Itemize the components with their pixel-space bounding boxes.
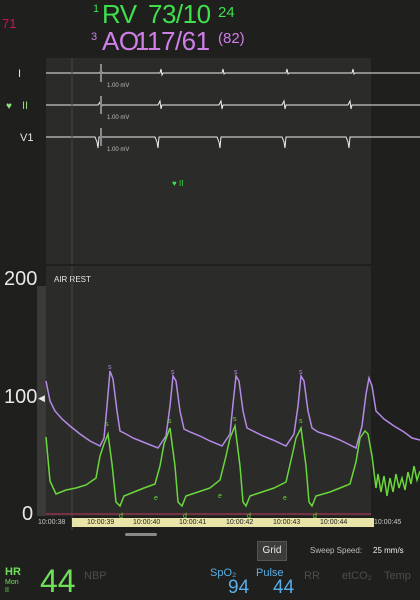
hr-label: HR [5,566,21,578]
time-bar [72,518,374,527]
ecg-trace-i [46,67,420,77]
lead-v1-label: V1 [20,132,34,144]
scroll-handle[interactable] [125,533,157,536]
pressure-waveforms: s s s s s s s s e e e d d d d [45,266,420,530]
time-label-0: 10:00:38 [38,519,66,526]
spo2-value[interactable]: 94 [228,577,250,598]
hr-value[interactable]: 44 [40,563,76,599]
ao-pressure-trace [45,370,420,450]
ao-peak-label-4: s [299,369,303,376]
channel-ao-value: 117/61 [135,26,210,56]
ao-peak-label-3: s [234,369,238,376]
grid-button[interactable]: Grid [257,541,287,561]
channel-rv-number: 1 [93,3,100,15]
pulse-value[interactable]: 44 [273,577,295,598]
pressure-panel [46,266,371,516]
channel-ao-number: 3 [91,31,98,43]
rv-edge-label-2: e [218,493,222,500]
pressure-scale-bar [37,286,46,516]
channel-rv-mean: 24 [218,4,235,21]
etco2-label[interactable]: etCO₂ [342,570,372,582]
ecg-trace-v1 [46,136,420,149]
lead-v1-scale: 1.00 mV [107,147,130,153]
ecg-trace-ii [46,99,420,110]
vitals-bar: HR Mon II 44 NBP SpO₂ 94 Pulse 44 RR etC… [0,563,420,600]
nbp-label[interactable]: NBP [84,570,107,582]
lead-i-scale: 1.00 mV [107,83,130,89]
rv-end-label-4: d [313,513,317,520]
time-label-5: 10:00:43 [273,519,301,526]
rv-peak-label-1: s [105,421,109,428]
temp-label[interactable]: Temp [384,570,411,582]
time-label-3: 10:00:41 [179,519,207,526]
rv-peak-label-4: s [299,418,303,425]
pressure-section: 200 100 0 ◀ AIR REST s s s s s s s s e [0,266,420,530]
time-label-7: 10:00:45 [374,519,402,526]
sweep-speed-label: Sweep Speed: [310,546,363,555]
ecg-waveforms [46,58,420,264]
heart-icon: ♥ [6,101,12,112]
rv-peak-label-3: s [233,416,237,423]
rv-edge-label-3: e [283,495,287,502]
rv-end-label-3: d [247,513,251,520]
time-label-2: 10:00:40 [133,519,161,526]
lead-ii-label: II [22,100,29,112]
rv-end-label-1: d [119,513,123,520]
sweep-speed-value[interactable]: 25 mm/s [373,546,404,555]
y-tick-100: 100 [4,386,38,408]
rr-label[interactable]: RR [304,570,320,582]
hr-lead-label: II [5,587,9,594]
time-label-6: 10:00:44 [320,519,348,526]
channel-ao-mean: (82) [218,30,245,47]
rv-edge-label-1: e [154,495,158,502]
ecg-panel [46,58,371,264]
pulse-label: Pulse [256,567,284,579]
lead-i-label: I [18,68,22,80]
ao-peak-label-1: s [108,364,112,371]
channel-rv-value: 73/10 [148,0,211,29]
rv-end-label-2: d [183,513,187,520]
lead-marker-icon: ♥ II [172,179,184,188]
header-bar: 71 1 RV 73/10 24 3 AO 117/61 (82) [0,0,420,56]
time-label-1: 10:00:39 [87,519,115,526]
rv-peak-label-2: s [168,418,172,425]
ao-peak-label-2: s [171,369,175,376]
lead-ii-scale: 1.00 mV [107,115,130,121]
channel-ao-label: AO [102,26,139,56]
y-tick-0: 0 [22,503,34,525]
rv-pressure-trace [45,423,420,508]
alarm-number: 71 [2,16,17,31]
hr-source-label: Mon [5,579,19,586]
channel-rv-label: RV [102,0,137,29]
time-label-4: 10:00:42 [226,519,254,526]
scale-marker-icon: ◀ [38,393,45,403]
spo2-label: SpO₂ [210,567,237,579]
y-tick-200: 200 [4,268,38,290]
ecg-section: I ♥ II V1 1.00 mV 1.00 mV 1.00 mV ♥ II [0,56,420,264]
